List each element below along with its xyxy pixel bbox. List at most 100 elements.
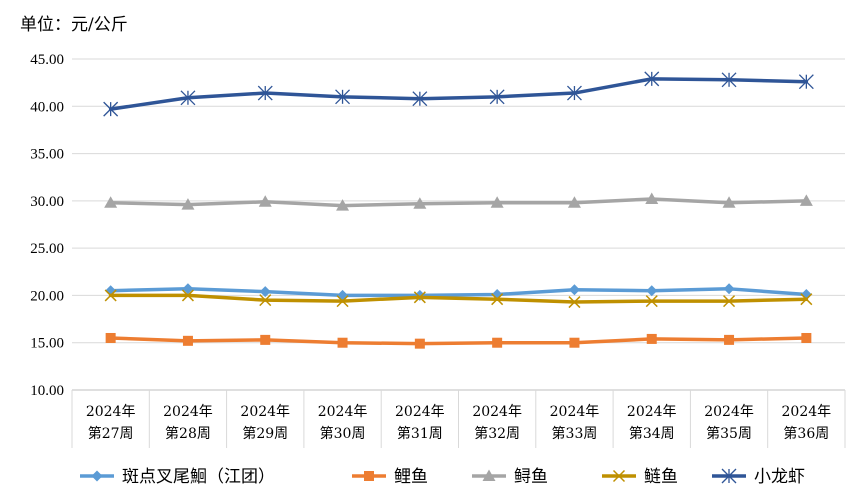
x-tick-label: 2024年 — [704, 404, 754, 420]
series-1 — [105, 332, 812, 349]
y-tick-label: 10.00 — [30, 383, 64, 399]
data-point — [724, 334, 735, 345]
data-point — [413, 197, 427, 209]
data-point — [104, 196, 118, 208]
data-point — [260, 334, 271, 345]
x-tick-label: 2024年 — [240, 404, 290, 420]
data-point — [257, 85, 273, 101]
data-point — [103, 101, 119, 117]
x-tick-label: 第36周 — [783, 425, 829, 442]
data-point — [492, 337, 503, 348]
data-point — [181, 198, 195, 210]
data-point — [646, 333, 657, 344]
data-point — [569, 337, 580, 348]
legend-marker — [91, 470, 103, 482]
y-tick-label: 45.00 — [30, 52, 64, 68]
y-tick-label: 40.00 — [30, 99, 64, 115]
data-point — [644, 71, 660, 87]
x-tick-label: 第28周 — [165, 425, 211, 442]
data-point — [723, 283, 735, 295]
x-tick-label: 第27周 — [88, 425, 134, 442]
legend-entry: 鲟鱼 — [472, 467, 548, 487]
axis-layer: 10.00 15.00 20.00 25.00 30.00 35.00 40.00 45.00… — [30, 52, 846, 448]
x-tick-label: 第29周 — [242, 425, 288, 442]
x-tick-label: 2024年 — [782, 404, 832, 420]
x-tick-label: 2024年 — [395, 404, 445, 420]
y-tick-label: 30.00 — [30, 194, 64, 210]
series-line — [108, 197, 809, 208]
legend-marker — [364, 471, 374, 481]
legend-label: 鲟鱼 — [514, 467, 548, 487]
x-tick-label: 第32周 — [474, 425, 520, 442]
x-tick-label: 2024年 — [318, 404, 368, 420]
data-point — [799, 194, 813, 206]
legend-entry: 鲤鱼 — [352, 467, 428, 487]
data-point — [490, 196, 504, 208]
data-point — [259, 294, 272, 307]
data-point — [646, 285, 658, 297]
data-point — [182, 335, 193, 346]
data-point — [336, 199, 350, 211]
legend-entry: 斑点叉尾鮰（江团） — [80, 467, 275, 487]
y-tick-label: 35.00 — [30, 147, 64, 163]
data-point — [568, 296, 581, 309]
data-point — [414, 289, 426, 301]
x-tick-label: 第30周 — [320, 425, 366, 442]
data-point — [568, 284, 580, 296]
data-point — [335, 89, 351, 105]
legend-layer: 斑点叉尾鮰（江团） 鲤鱼 鲟鱼 鲢鱼 小龙虾 — [80, 467, 805, 487]
data-point — [645, 192, 659, 204]
y-tick-label: 25.00 — [30, 241, 64, 257]
legend-label: 小龙虾 — [754, 467, 805, 487]
x-tick-label: 2024年 — [627, 404, 677, 420]
data-point — [336, 295, 349, 308]
data-point — [566, 85, 582, 101]
legend-label: 鲢鱼 — [644, 467, 678, 487]
x-tick-label: 第34周 — [629, 425, 675, 442]
data-point — [181, 289, 194, 302]
legend-marker — [482, 469, 496, 481]
series-line — [108, 77, 809, 111]
series-3 — [104, 289, 813, 309]
data-point — [800, 293, 813, 306]
legend-marker — [612, 469, 626, 483]
series-layer — [103, 71, 814, 349]
legend-label: 斑点叉尾鮰（江团） — [122, 467, 275, 487]
unit-label: 单位：元/公斤 — [20, 15, 128, 35]
data-point — [104, 289, 117, 302]
series-4 — [103, 71, 814, 117]
legend-entry: 鲢鱼 — [602, 467, 678, 487]
data-point — [491, 293, 504, 306]
data-point — [182, 283, 194, 295]
data-point — [489, 89, 505, 105]
data-point — [105, 332, 116, 343]
data-point — [412, 91, 428, 107]
data-point — [258, 195, 272, 207]
data-point — [567, 196, 581, 208]
data-point — [414, 338, 425, 349]
x-tick-label: 第31周 — [397, 425, 443, 442]
data-point — [801, 332, 812, 343]
x-tick-label: 2024年 — [86, 404, 136, 420]
series-line — [108, 336, 809, 346]
x-tick-label: 2024年 — [472, 404, 522, 420]
series-line — [108, 287, 809, 298]
legend-entry: 小龙虾 — [712, 467, 805, 487]
data-point — [723, 295, 736, 308]
data-point — [337, 337, 348, 348]
data-point — [645, 295, 658, 308]
series-line — [108, 293, 809, 304]
y-tick-label: 20.00 — [30, 288, 64, 304]
data-point — [721, 72, 737, 88]
data-point — [798, 74, 814, 90]
y-tick-label: 15.00 — [30, 336, 64, 352]
legend-marker — [721, 468, 737, 484]
data-point — [259, 286, 271, 298]
x-tick-label: 第33周 — [552, 425, 598, 442]
x-tick-label: 第35周 — [706, 425, 752, 442]
series-2 — [104, 192, 813, 211]
legend-label: 鲤鱼 — [394, 467, 428, 487]
data-point — [722, 196, 736, 208]
